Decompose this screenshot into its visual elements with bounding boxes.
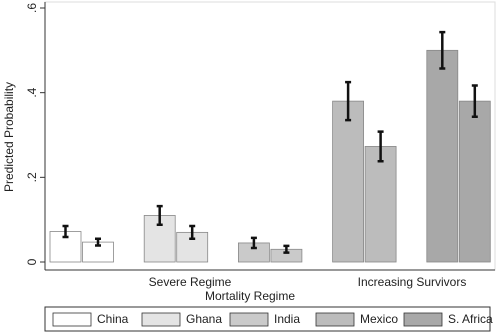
legend-label: Mexico [360, 312, 398, 326]
legend-swatch [315, 312, 355, 327]
x-axis-title: Mortality Regime [205, 289, 295, 303]
x-tick-label: Increasing Survivors [358, 275, 467, 289]
legend-label: India [274, 312, 300, 326]
bar [364, 146, 397, 263]
error-bar [471, 84, 478, 119]
legend-swatch [141, 312, 181, 327]
error-bar [95, 237, 101, 247]
legend-swatch [403, 312, 443, 327]
error-bar [62, 224, 69, 239]
y-tick-label: .6 [25, 3, 39, 13]
error-bar [156, 204, 163, 226]
x-tick-label: Severe Regime [149, 275, 232, 289]
legend-label: S. Africa [448, 312, 493, 326]
error-bar [377, 130, 384, 163]
y-axis-title: Predicted Probability [2, 82, 16, 192]
legend-swatch [229, 312, 269, 327]
y-tick-label: .2 [25, 172, 39, 182]
error-bar [189, 224, 196, 240]
error-bar [250, 236, 257, 250]
legend-swatch [52, 312, 92, 327]
error-bar [345, 80, 352, 122]
bar [458, 100, 491, 263]
y-tick-label: 0 [25, 258, 39, 265]
bar [332, 100, 365, 263]
y-tick-label: .4 [25, 87, 39, 97]
bar [426, 49, 459, 263]
error-bar [439, 30, 446, 70]
plot-frame [44, 1, 496, 271]
error-bar [283, 244, 290, 254]
legend-label: China [97, 312, 129, 326]
legend-label: Ghana [186, 312, 222, 326]
